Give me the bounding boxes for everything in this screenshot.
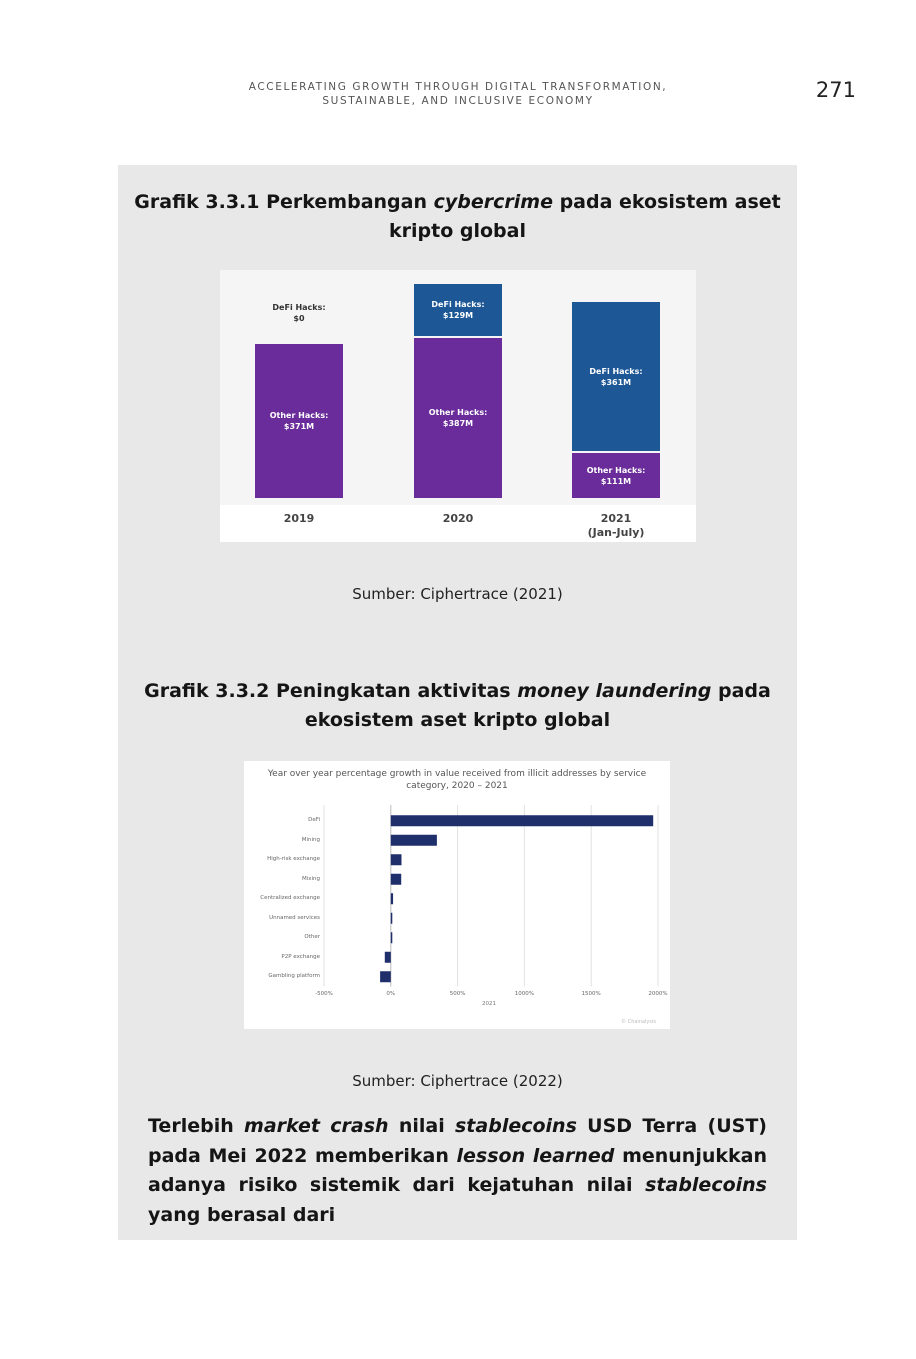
running-head: ACCELERATING GROWTH THROUGH DIGITAL TRAN… <box>0 80 916 108</box>
figure1-title-rest: pada ekosistem aset kripto global <box>389 191 781 242</box>
figure-panel: Grafik 3.3.1 Perkembangan cybercrime pad… <box>118 165 797 1240</box>
cybercrime-stacked-bar-chart: Other Hacks: $371M DeFi Hacks: $0 2019 Other … <box>220 270 696 542</box>
bar-other-hacks-2: Other Hacks: $111M <box>572 453 660 498</box>
x-category-label-0: 2019 <box>244 512 354 526</box>
bar-value-label: $387M <box>442 418 474 428</box>
figure2-title: Grafik 3.3.2 Peningkatan aktivitas money… <box>118 677 797 735</box>
bar-value-label: $361M <box>600 377 632 387</box>
x-category-line: 2020 <box>442 512 474 525</box>
x-tick-label-5: 2000% <box>648 990 668 997</box>
body-emphasis-4: stablecoins <box>645 1174 767 1196</box>
bar-other-hacks-1: Other Hacks: $387M <box>414 337 502 498</box>
x-category-line: 2021 <box>600 512 632 525</box>
body-text-3: USD Terra (UST) pada Mei 2022 memberikan <box>148 1115 767 1167</box>
money-laundering-hbar-chart: Year over year percentage growth in valu… <box>244 761 670 1029</box>
figure2-title-text: Grafik 3.3.2 Peningkatan aktivitas <box>144 680 518 702</box>
figure1-title-emphasis: cybercrime <box>433 191 553 213</box>
bar-value-label: $371M <box>283 422 315 432</box>
bar-defi-hacks-2: DeFi Hacks: $361M <box>572 302 660 452</box>
x-category-label-2: 2021 (Jan-July) <box>561 512 671 540</box>
page-number: 271 <box>815 78 856 102</box>
x-category-line: 2019 <box>283 512 315 525</box>
category-label-2: High-risk exchange <box>267 856 320 863</box>
category-label-4: Centralized exchange <box>260 895 320 902</box>
bar-value-label: $0 <box>293 314 305 324</box>
hbar-8 <box>380 971 391 983</box>
figure1-source: Sumber: Ciphertrace (2021) <box>352 585 563 603</box>
hbar-6 <box>390 932 393 944</box>
bar-outside-label-0: DeFi Hacks: $0 <box>249 302 349 324</box>
x-tick-label-2: 500% <box>449 990 466 997</box>
x-tick-label-3: 1000% <box>514 990 534 997</box>
hbar-7 <box>384 951 391 963</box>
bar-series-label: DeFi Hacks: <box>431 299 485 309</box>
x-category-label-1: 2020 <box>403 512 513 526</box>
chart2-title: Year over year percentage growth in valu… <box>267 769 647 791</box>
figure1-title: Grafik 3.3.1 Perkembangan cybercrime pad… <box>118 188 797 246</box>
bar-label: DeFi Hacks: $361M <box>572 366 660 388</box>
x-tick-label-4: 1500% <box>581 990 601 997</box>
category-label-1: Mining <box>301 836 320 843</box>
bar-value-label: $129M <box>442 310 474 320</box>
running-head-line1: ACCELERATING GROWTH THROUGH DIGITAL TRAN… <box>248 81 668 93</box>
figure2-title-emphasis: money laundering <box>517 680 712 702</box>
hbar-5 <box>390 912 393 924</box>
body-paragraph: Terlebih market crash nilai stablecoins … <box>148 1112 767 1230</box>
bar-label: Other Hacks: $111M <box>572 465 660 487</box>
x-category-line: (Jan-July) <box>587 526 645 539</box>
body-emphasis-1: market crash <box>244 1115 389 1137</box>
figure1-title-text: Grafik 3.3.1 Perkembangan <box>134 191 434 213</box>
figure2-source: Sumber: Ciphertrace (2022) <box>352 1072 563 1090</box>
running-head-line2: SUSTAINABLE, AND INCLUSIVE ECONOMY <box>322 95 594 107</box>
bar-defi-hacks-1: DeFi Hacks: $129M <box>414 283 502 336</box>
chart2-x-axis-title: 2021 <box>482 1001 496 1007</box>
category-label-8: Gambling platform <box>268 973 320 980</box>
bar-label: Other Hacks: $387M <box>414 407 502 429</box>
figure2-title-rest: pada ekosistem aset kripto global <box>304 680 771 731</box>
bar-label: Other Hacks: $371M <box>255 410 343 432</box>
body-emphasis-3: lesson learned <box>456 1144 615 1167</box>
hbar-3 <box>390 873 402 885</box>
hbar-1 <box>390 834 437 846</box>
hbar-0 <box>390 815 654 827</box>
category-label-6: Other <box>304 934 320 941</box>
bar-series-label: Other Hacks: <box>269 411 329 421</box>
bar-series-label: DeFi Hacks: <box>272 303 326 313</box>
body-text-1: Terlebih <box>148 1115 245 1137</box>
category-label-7: P2P exchange <box>281 953 320 960</box>
category-label-5: Unnamed services <box>269 914 320 921</box>
chart2-plot <box>323 805 659 987</box>
body-text-5: yang berasal dari <box>148 1203 336 1226</box>
x-tick-label-1: 0% <box>386 990 396 997</box>
category-label-3: Mixing <box>301 875 320 882</box>
hbar-4 <box>390 893 394 905</box>
category-label-0: DeFi <box>308 817 320 824</box>
bar-label: DeFi Hacks: $129M <box>414 299 502 321</box>
body-text-4: menunjukkan adanya risiko sistemik dari … <box>148 1144 767 1197</box>
bar-series-label: DeFi Hacks: <box>589 366 643 376</box>
bar-series-label: Other Hacks: <box>586 465 646 475</box>
bar-other-hacks-0: Other Hacks: $371M <box>255 344 343 498</box>
x-axis-band <box>220 505 696 542</box>
chart2-watermark: © Chainalysis <box>621 1019 656 1025</box>
bar-value-label: $111M <box>600 476 632 486</box>
bar-series-label: Other Hacks: <box>428 407 488 417</box>
x-tick-label-0: -500% <box>315 990 333 997</box>
body-text-2: nilai <box>388 1115 455 1137</box>
body-emphasis-2: stablecoins <box>455 1115 577 1137</box>
hbar-2 <box>390 854 402 866</box>
